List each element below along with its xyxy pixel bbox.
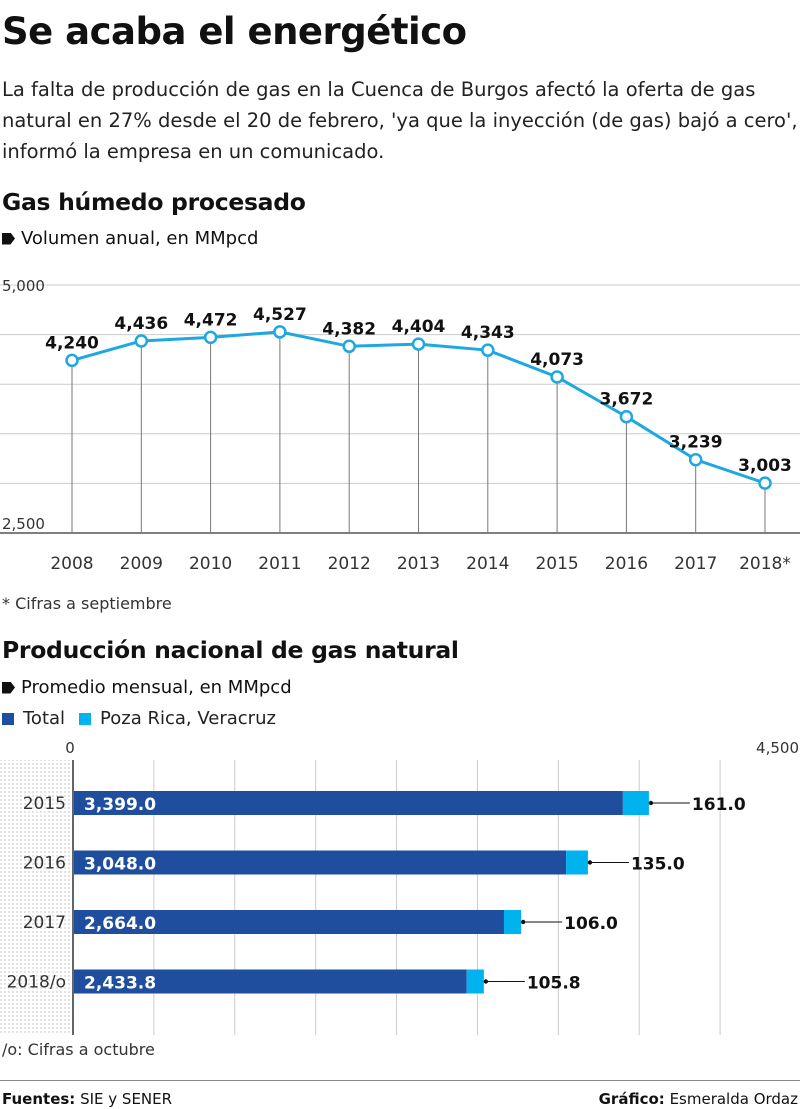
bar-total [74, 969, 467, 994]
footer-divider [0, 1080, 800, 1081]
bar-label-poza-rica: 161.0 [692, 795, 746, 815]
y-tick-label: 2,500 [2, 515, 45, 533]
chart1-title: Gas húmedo procesado [2, 188, 306, 216]
bar-label-poza-rica: 105.8 [527, 974, 581, 994]
data-point [688, 452, 703, 467]
x-tick-label: 2008 [50, 554, 93, 574]
chart2-title: Producción nacional de gas natural [2, 636, 459, 664]
bar-label-poza-rica: 135.0 [631, 855, 685, 875]
x-tick-label: 2011 [258, 554, 301, 574]
x-tick-label: 2015 [535, 554, 578, 574]
x-tick-label: 2012 [328, 554, 371, 574]
bar-poza-rica [622, 791, 649, 815]
category-panel [0, 760, 73, 1035]
data-label: 4,436 [114, 314, 168, 334]
x-tick-label: 4,500 [756, 739, 799, 757]
x-tick-label: 2016 [605, 554, 648, 574]
footer-credit-label: Gráfico: [598, 1090, 665, 1108]
footer-credit-text: Esmeralda Ordaz [669, 1090, 798, 1108]
x-tick-label: 2013 [397, 554, 440, 574]
bar-label-total: 3,399.0 [84, 795, 156, 815]
legend-swatch-poza-rica [79, 712, 92, 725]
bar-label-total: 2,433.8 [84, 974, 156, 994]
leader-dot [520, 919, 526, 925]
bar-label-poza-rica: 106.0 [564, 914, 618, 934]
data-label: 3,239 [669, 433, 723, 453]
data-label: 3,003 [738, 456, 792, 476]
x-tick-label: 2018* [739, 554, 791, 574]
legend-item-poza-rica: Poza Rica, Veracruz [79, 708, 276, 729]
footer-sources-label: Fuentes: [2, 1090, 76, 1108]
leader-dot [648, 800, 654, 806]
data-point [134, 334, 149, 348]
data-label: 4,240 [45, 333, 99, 353]
chart2-note: /o: Cifras a octubre [2, 1040, 155, 1059]
category-label: 2018/o [7, 973, 66, 993]
chart2-subtitle: Promedio mensual, en MMpcd [2, 677, 292, 698]
footer-credit: Gráfico: Esmeralda Ordaz [599, 1090, 798, 1108]
data-point [619, 409, 634, 424]
footer-sources: Fuentes: SIE y SENER [2, 1090, 172, 1108]
data-point [758, 476, 772, 490]
data-label: 4,472 [184, 310, 238, 330]
data-point [203, 330, 218, 345]
data-point [342, 339, 356, 354]
legend-label-total: Total [23, 708, 66, 729]
x-tick-label: 2010 [189, 554, 232, 574]
data-point [481, 343, 495, 357]
chart2-subtitle-text: Promedio mensual, en MMpcd [21, 677, 292, 698]
category-label: 2017 [23, 913, 66, 933]
legend-label-poza-rica: Poza Rica, Veracruz [100, 708, 276, 729]
x-tick-label: 0 [65, 739, 75, 757]
y-tick-label: 5,000 [2, 277, 45, 295]
data-point [273, 325, 287, 339]
chart1-note: * Cifras a septiembre [2, 594, 172, 613]
x-tick-label: 2014 [466, 554, 509, 574]
data-point [411, 337, 426, 351]
page-title: Se acaba el energético [2, 10, 467, 53]
leader-dot [483, 979, 489, 984]
chart1-subtitle: Volumen anual, en MMpcd [2, 228, 258, 249]
data-label: 4,382 [322, 319, 376, 339]
category-label: 2016 [23, 854, 66, 874]
bar-total [74, 910, 504, 934]
data-label: 3,672 [600, 390, 654, 410]
tag-icon [2, 681, 15, 694]
footer-sources-text: SIE y SENER [80, 1090, 173, 1108]
chart1-subtitle-text: Volumen anual, en MMpcd [21, 228, 259, 249]
category-label: 2015 [23, 794, 66, 814]
data-label: 4,343 [461, 323, 515, 343]
bar-poza-rica [503, 910, 522, 934]
tag-icon [2, 232, 15, 245]
legend-item-total: Total [2, 708, 65, 729]
data-point [550, 370, 564, 384]
x-tick-label: 2009 [120, 554, 163, 574]
data-point [65, 353, 79, 368]
line-chart: 5,000 2,500 4,240 2008 4,436 2009 4,472 2010 4,5… [0, 277, 800, 574]
bar-total [74, 791, 623, 815]
x-tick-label: 2017 [674, 554, 717, 574]
leader-dot [587, 860, 593, 865]
bar-total [74, 850, 567, 875]
bar-chart: 0 4,500 2015 3,399.0 161.0 2016 3,048.0 135.0 20… [0, 739, 799, 1035]
data-label: 4,527 [253, 305, 307, 325]
chart2-legend: Total Poza Rica, Veracruz [2, 708, 290, 729]
legend-swatch-total [2, 712, 14, 725]
bar-label-total: 2,664.0 [84, 914, 156, 934]
data-label: 4,404 [392, 317, 446, 337]
bar-poza-rica [566, 850, 588, 875]
bar-poza-rica [466, 969, 484, 994]
intro-paragraph: La falta de producción de gas en la Cuen… [2, 78, 798, 163]
bar-label-total: 3,048.0 [84, 855, 156, 875]
data-label: 4,073 [530, 350, 584, 370]
